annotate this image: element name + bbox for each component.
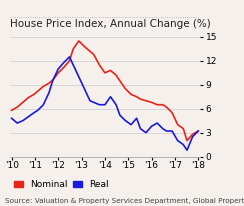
- Text: House Price Index, Annual Change (%): House Price Index, Annual Change (%): [10, 19, 211, 29]
- Text: Source: Valuation & Property Services Department, Global Property Guide: Source: Valuation & Property Services De…: [5, 198, 244, 204]
- Legend: Nominal, Real: Nominal, Real: [14, 180, 108, 189]
